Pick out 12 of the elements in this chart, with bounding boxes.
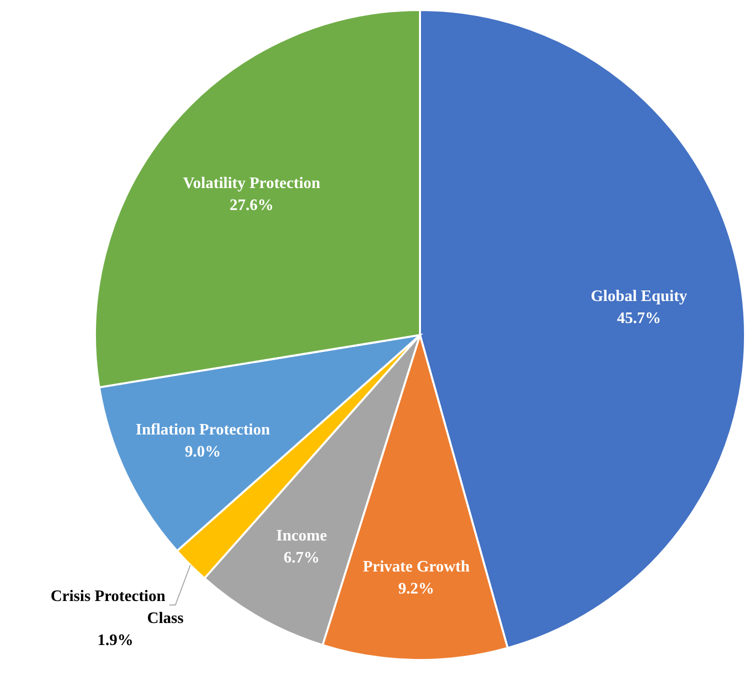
data-label: 6.7% [284, 549, 320, 566]
data-label: 9.0% [184, 443, 221, 460]
slice-label: Crisis Protection Class [50, 588, 184, 627]
slice-label: Private Growth [362, 558, 470, 576]
slice-label: Volatility Protection [182, 174, 320, 192]
data-label: 9.2% [398, 580, 434, 598]
slice-label: Income [276, 527, 327, 544]
data-label: 1.9% [97, 632, 134, 649]
slice-label: Inflation Protection [136, 421, 270, 438]
data-label: 27.6% [230, 196, 274, 214]
slice-label: Global Equity [590, 288, 688, 305]
data-label: 45.7% [616, 310, 661, 327]
